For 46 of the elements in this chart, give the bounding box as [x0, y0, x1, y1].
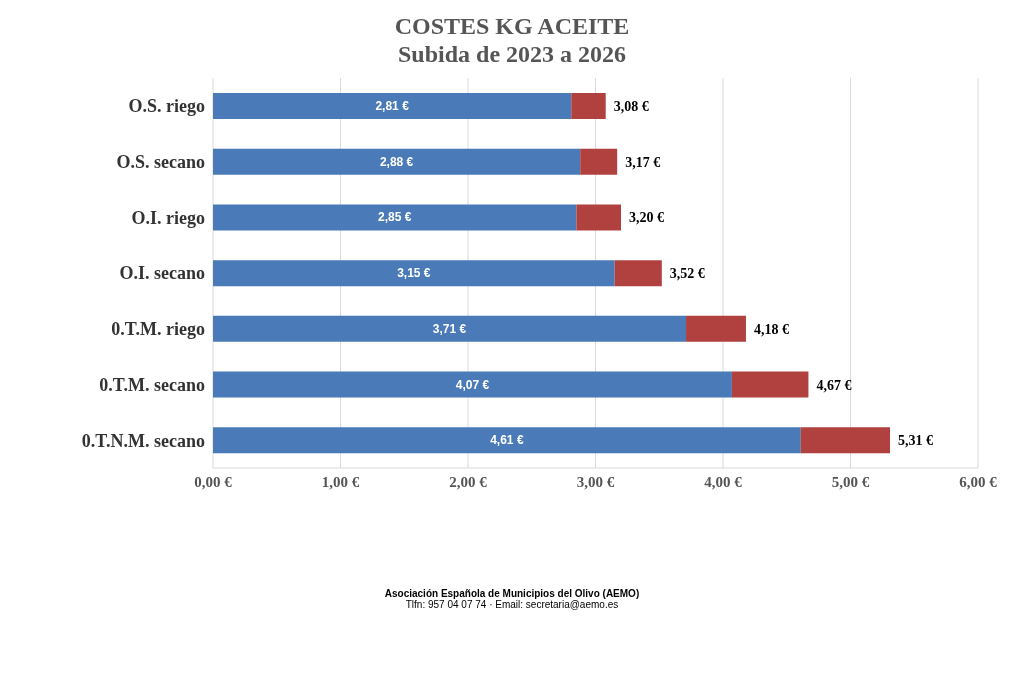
- y-tick-label: 0.T.M. secano: [99, 374, 205, 395]
- bar: [571, 93, 606, 119]
- text: Asociación Española de Municipios del Olivo (AEMO): [383, 588, 641, 599]
- x-tick-label: 0,00 €: [194, 473, 233, 490]
- x-tick-label: 1,00 €: [321, 473, 360, 490]
- y-tick-label: O.S. secano: [116, 151, 205, 172]
- chart-subtitle: Subida de 2023 a 2026: [396, 40, 628, 68]
- chart-title: COSTES KG ACEITE: [393, 12, 631, 40]
- total-label: 5,31 €: [898, 433, 934, 449]
- text: Tlfn: 957 04 07 74 · Email: secretaria@aemo.es: [404, 599, 620, 610]
- bar: [213, 204, 577, 231]
- y-tick-label: 0.T.N.M. secano: [81, 430, 205, 451]
- x-tick-label: 3,00 €: [576, 473, 615, 490]
- bar: [213, 427, 801, 454]
- data-label: 4,61 €: [490, 433, 524, 448]
- bar: [213, 371, 732, 398]
- y-tick-label: 0.T.M. riego: [111, 319, 205, 340]
- total-label: 4,67 €: [816, 377, 852, 393]
- y-tick-label: O.I. secano: [119, 263, 205, 284]
- data-label: 2,81 €: [375, 99, 410, 113]
- bar: [614, 260, 662, 287]
- bar: [213, 93, 572, 119]
- bar: [686, 315, 746, 342]
- total-label: 3,08 €: [613, 99, 649, 114]
- total-label: 3,20 €: [629, 210, 664, 226]
- data-label: 3,15 €: [397, 266, 431, 281]
- bar: [213, 260, 615, 287]
- y-tick-label: O.I. riego: [131, 207, 205, 228]
- x-tick-label: 5,00 €: [831, 473, 870, 490]
- x-tick-label: 6,00 €: [959, 473, 998, 490]
- bar: [731, 371, 809, 398]
- bar: [580, 148, 618, 175]
- total-label: 3,52 €: [669, 266, 705, 282]
- bar: [213, 315, 687, 342]
- data-label: 4,07 €: [455, 377, 490, 392]
- x-tick-label: 4,00 €: [704, 473, 743, 490]
- data-label: 2,88 €: [379, 154, 414, 169]
- bar: [800, 427, 891, 454]
- bar: [213, 148, 581, 175]
- total-label: 3,17 €: [625, 154, 661, 170]
- data-label: 2,85 €: [378, 210, 412, 225]
- x-tick-label: 2,00 €: [449, 473, 488, 490]
- y-tick-label: O.S. riego: [128, 96, 205, 117]
- bar: [576, 204, 621, 231]
- data-label: 3,71 €: [432, 321, 467, 336]
- total-label: 4,18 €: [753, 321, 789, 337]
